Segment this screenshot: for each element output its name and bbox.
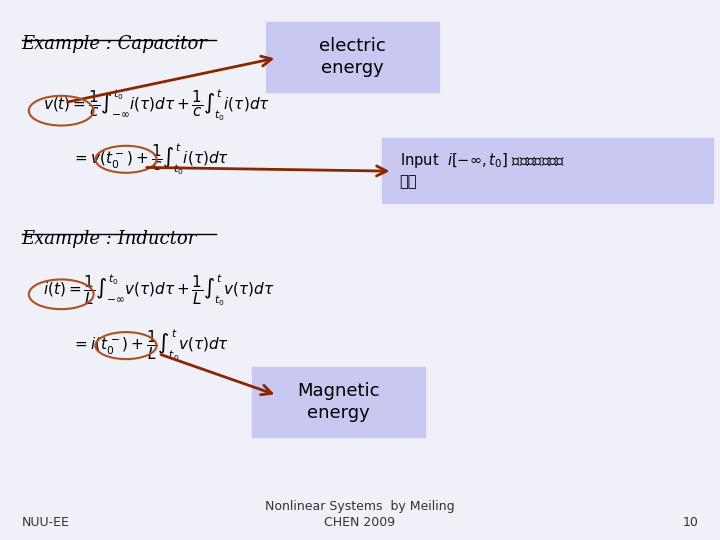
FancyBboxPatch shape — [382, 138, 713, 202]
Text: $v(t) = \dfrac{1}{c}\int_{-\infty}^{t_0} i(\tau)d\tau + \dfrac{1}{c}\int_{t_0}^{: $v(t) = \dfrac{1}{c}\int_{-\infty}^{t_0}… — [43, 87, 270, 123]
Text: Nonlinear Systems  by Meiling
CHEN 2009: Nonlinear Systems by Meiling CHEN 2009 — [265, 500, 455, 529]
Text: Magnetic
energy: Magnetic energy — [297, 382, 379, 422]
Text: Example : Capacitor: Example : Capacitor — [22, 35, 207, 53]
Text: NUU-EE: NUU-EE — [22, 516, 69, 529]
FancyBboxPatch shape — [266, 22, 439, 92]
Text: $i(t) = \dfrac{1}{L}\int_{-\infty}^{t_0} v(\tau)d\tau + \dfrac{1}{L}\int_{t_0}^{: $i(t) = \dfrac{1}{L}\int_{-\infty}^{t_0}… — [43, 273, 275, 308]
Text: electric
energy: electric energy — [320, 37, 386, 77]
Text: 10: 10 — [683, 516, 698, 529]
FancyBboxPatch shape — [252, 367, 425, 437]
Text: Example : Inductor: Example : Inductor — [22, 230, 197, 247]
Text: $= i(t_0^-) + \dfrac{1}{L}\int_{t_0}^{t} v(\tau)d\tau$: $= i(t_0^-) + \dfrac{1}{L}\int_{t_0}^{t}… — [72, 328, 229, 363]
Text: Input  $i[-\infty, t_0]$ 對系統的歷史總
結。: Input $i[-\infty, t_0]$ 對系統的歷史總 結。 — [400, 151, 565, 190]
Text: $= v(t_0^-) + \dfrac{1}{c}\int_{t_0}^{t} i(\tau)d\tau$: $= v(t_0^-) + \dfrac{1}{c}\int_{t_0}^{t}… — [72, 141, 229, 177]
